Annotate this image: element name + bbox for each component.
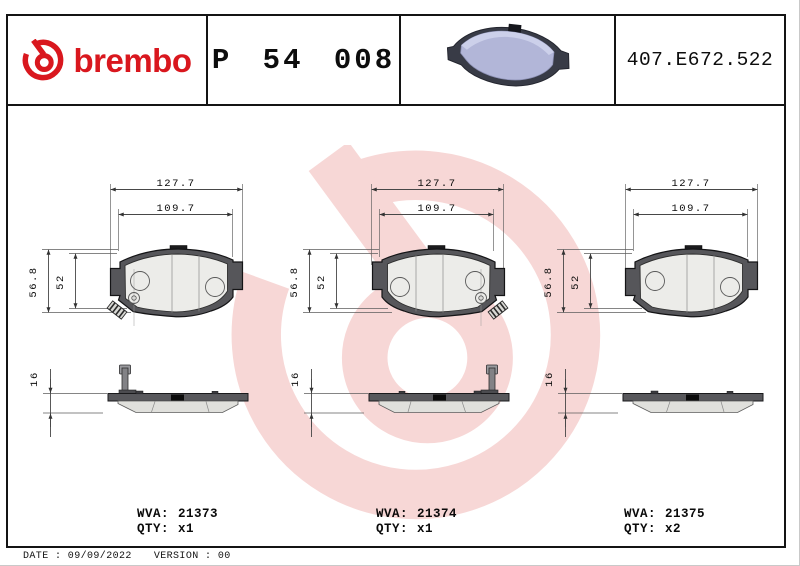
dim-thickness: 16 <box>544 371 556 387</box>
dim-height-pad: 52 <box>570 274 582 290</box>
wva-label: WVA: <box>624 507 657 521</box>
side-view <box>622 390 764 413</box>
dim-thickness: 16 <box>29 371 41 387</box>
side-view <box>368 364 510 413</box>
footer-date: DATE : 09/09/2022 <box>23 551 132 562</box>
dim-width-total: 127.7 <box>417 178 456 190</box>
dimension-lines: 127.7 109.7 56.8 52 16 <box>289 178 504 437</box>
qty-value: x1 <box>417 521 434 536</box>
footer-version: VERSION : 00 <box>153 551 231 562</box>
front-view <box>371 245 509 326</box>
dimension-lines: 127.7 109.7 56.8 52 16 <box>543 178 758 437</box>
friction-profile <box>378 400 500 413</box>
pad-photo-cell <box>401 16 616 104</box>
wva-value: 21375 <box>665 507 706 521</box>
title-block: brembo P 54 008 407.E672.522 <box>8 16 784 106</box>
wva-block-2: WVA: 21374 QTY: x1 <box>376 507 457 536</box>
dim-width-total: 127.7 <box>156 178 195 190</box>
wva-value: 21373 <box>178 507 219 521</box>
friction-profile <box>632 400 754 413</box>
dim-width-pad: 109.7 <box>417 203 456 215</box>
reference-number: 407.E672.522 <box>626 49 774 71</box>
part-number-cell: P 54 008 <box>208 16 401 104</box>
wva-label: WVA: <box>376 507 409 521</box>
drawing-unit-1: 127.7 109.7 56.8 52 16 <box>28 178 249 437</box>
wear-indicator <box>106 292 140 320</box>
footer: DATE : 09/09/2022 VERSION : 00 <box>23 551 253 562</box>
brand-wordmark: brembo <box>73 41 192 79</box>
qty-label: QTY: <box>137 521 170 536</box>
qty-value: x2 <box>665 521 682 536</box>
side-view <box>107 364 249 413</box>
friction-material <box>124 253 228 313</box>
dim-height-total: 56.8 <box>289 266 301 297</box>
dim-height-pad: 52 <box>316 274 328 290</box>
brand-cell: brembo <box>8 16 208 104</box>
friction-material <box>387 253 491 313</box>
reference-cell: 407.E672.522 <box>616 16 784 104</box>
front-view <box>624 245 759 318</box>
dimension-lines: 127.7 109.7 56.8 52 16 <box>28 178 243 437</box>
drawing-unit-2: 127.7 109.7 56.8 52 16 <box>289 178 510 437</box>
part-number: P 54 008 <box>211 43 396 77</box>
wva-value: 21374 <box>417 507 458 521</box>
wva-block-1: WVA: 21373 QTY: x1 <box>137 507 218 536</box>
dim-height-total: 56.8 <box>543 266 555 297</box>
dim-thickness: 16 <box>290 371 302 387</box>
brake-pad-3d-icon <box>446 23 569 87</box>
dim-width-pad: 109.7 <box>156 203 195 215</box>
wear-indicator <box>475 292 509 320</box>
friction-material <box>639 253 743 313</box>
dim-height-pad: 52 <box>55 274 67 290</box>
wear-indicator-clip <box>118 364 137 395</box>
wear-indicator-clip <box>480 364 499 395</box>
dim-height-total: 56.8 <box>28 266 40 297</box>
front-view <box>106 245 244 326</box>
qty-label: QTY: <box>624 521 657 536</box>
wva-block-3: WVA: 21375 QTY: x2 <box>624 507 705 536</box>
friction-profile <box>117 400 239 413</box>
sheet-frame: brembo P 54 008 407.E672.522 <box>6 14 786 548</box>
dim-width-pad: 109.7 <box>671 203 710 215</box>
qty-value: x1 <box>178 521 195 536</box>
wva-label: WVA: <box>137 507 170 521</box>
brembo-roundel-icon <box>22 39 64 81</box>
qty-label: QTY: <box>376 521 409 536</box>
drawing-unit-3: 127.7 109.7 56.8 52 16 <box>543 178 764 437</box>
dim-width-total: 127.7 <box>671 178 710 190</box>
